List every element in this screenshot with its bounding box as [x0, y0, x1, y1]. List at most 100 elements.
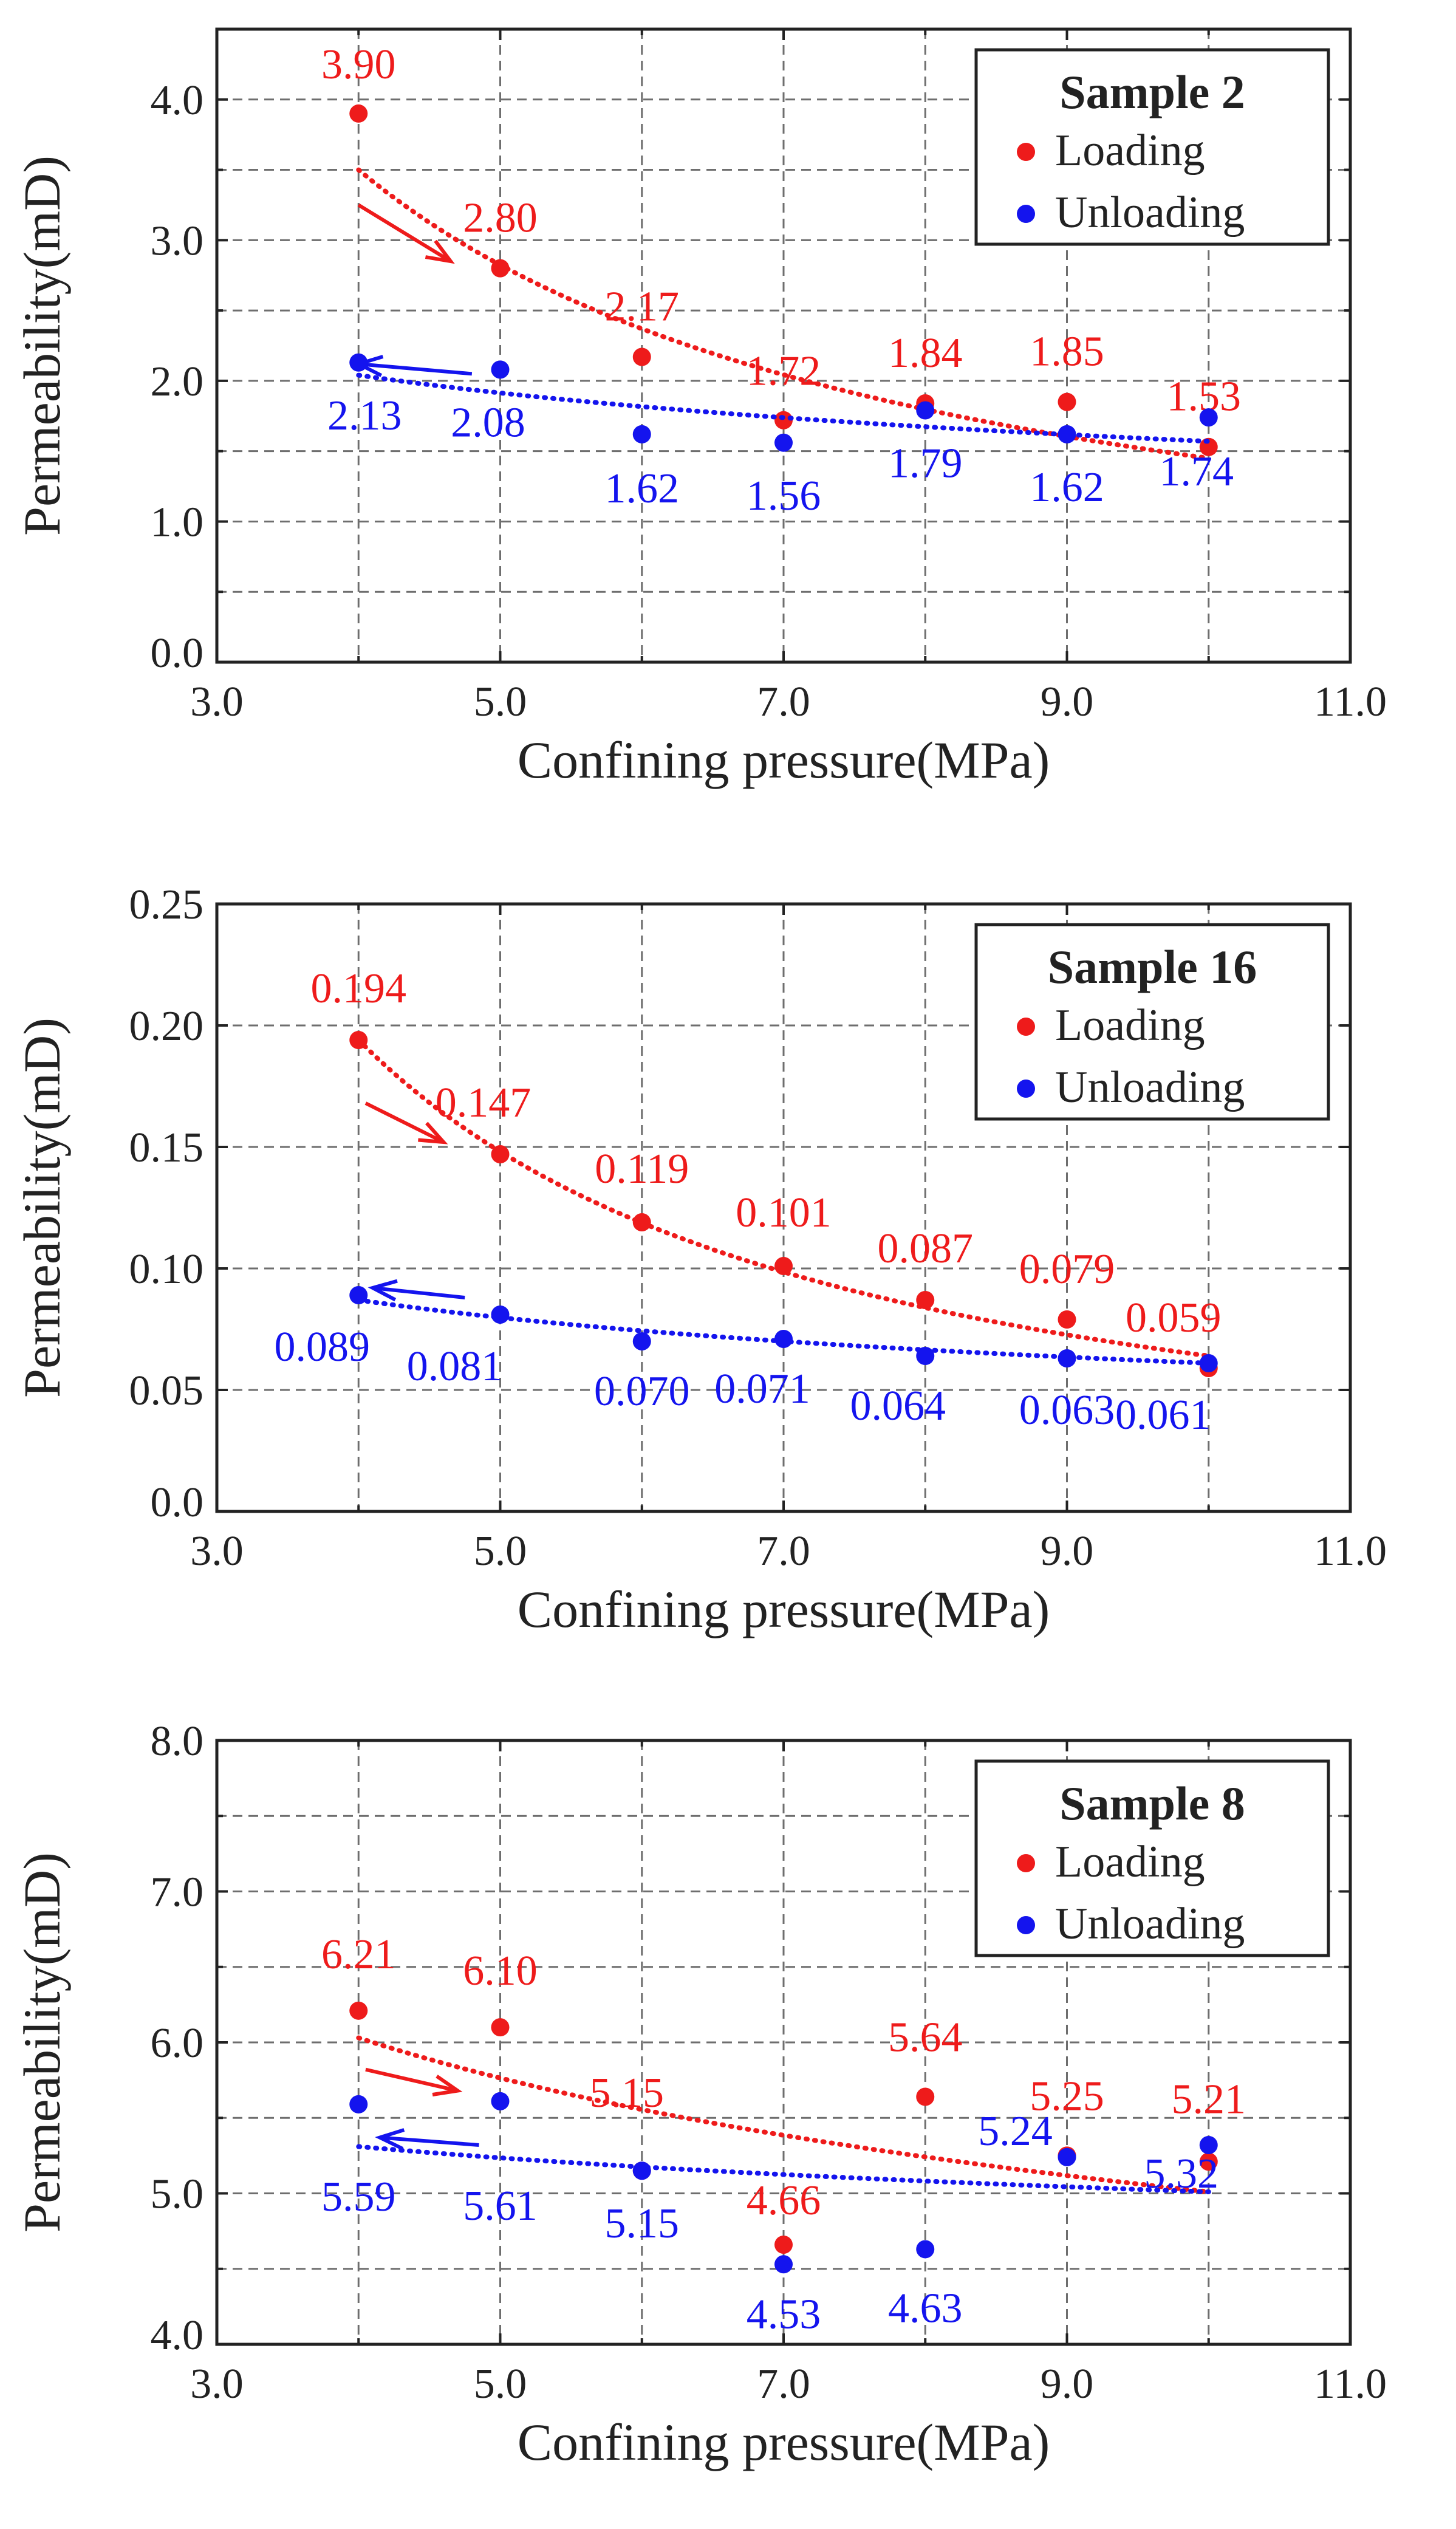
data-label-unloading: 2.08: [451, 399, 525, 446]
data-label-loading: 0.087: [878, 1225, 974, 1272]
data-point-loading: [632, 1213, 651, 1231]
data-label-unloading: 1.74: [1160, 448, 1234, 495]
trend-line-unloading: [356, 372, 1211, 444]
x-tick-label: 9.0: [1041, 2361, 1094, 2408]
y-tick-label: 7.0: [151, 1869, 204, 1916]
data-point-loading: [774, 411, 793, 429]
trend-line-unloading: [356, 2144, 1211, 2194]
data-label-loading: 0.147: [436, 1080, 531, 1126]
y-axis-title: Permeability(mD): [13, 1852, 71, 2233]
y-tick-label: 4.0: [151, 2312, 204, 2359]
y-tick-label: 8.0: [151, 1718, 204, 1765]
data-point-loading: [349, 2001, 368, 2020]
data-label-loading: 0.194: [311, 965, 407, 1012]
data-label-loading: 5.64: [888, 2014, 963, 2061]
data-point-unloading: [632, 2161, 651, 2180]
x-tick-label: 5.0: [474, 2361, 527, 2408]
data-label-loading: 5.25: [1030, 2073, 1104, 2120]
legend-label-unloading: Unloading: [1055, 1899, 1245, 1949]
legend-marker-loading: [1017, 1018, 1035, 1036]
y-tick-label: 0.0: [151, 630, 204, 677]
data-label-unloading: 0.081: [407, 1343, 503, 1390]
y-tick-label: 0.25: [129, 881, 204, 928]
x-tick-label: 7.0: [757, 1528, 810, 1575]
panel-sample-8: 3.0 5.0 7.0 9.0 11.0 4.0 5.0 6.0 7.0 8.0 Confining…: [13, 1718, 1387, 2471]
data-label-loading: 0.119: [595, 1146, 689, 1193]
data-point-loading: [916, 2087, 935, 2106]
data-point-unloading: [1058, 2147, 1076, 2166]
arrow-unloading: [358, 362, 473, 376]
data-point-unloading: [349, 1286, 368, 1304]
data-label-loading: 2.80: [463, 195, 538, 242]
data-label-unloading: 0.070: [594, 1368, 690, 1415]
data-label-unloading: 2.13: [327, 392, 402, 439]
legend-marker-unloading: [1017, 1080, 1035, 1098]
panel-sample-2: 3.0 5.0 7.0 9.0 11.0 0.0 1.0 2.0 3.0 4.0 Confining…: [13, 27, 1387, 789]
data-label-loading: 4.66: [747, 2177, 821, 2224]
data-point-loading: [491, 2018, 510, 2037]
legend-marker-unloading: [1017, 205, 1035, 223]
data-label-unloading: 4.53: [747, 2291, 821, 2338]
legend-label-loading: Loading: [1055, 1001, 1205, 1050]
legend-box: [974, 48, 1330, 246]
data-label-unloading: 1.79: [888, 440, 963, 487]
data-label-unloading: 0.089: [275, 1324, 371, 1371]
chart-title: Sample 8: [1059, 1777, 1245, 1830]
arrow-unloading: [380, 2135, 479, 2147]
legend-label-loading: Loading: [1055, 1837, 1205, 1887]
data-point-loading: [632, 347, 651, 366]
data-point-loading: [349, 104, 368, 123]
data-point-loading: [916, 1291, 935, 1309]
x-tick-label: 9.0: [1041, 1528, 1094, 1575]
data-point-unloading: [1199, 2135, 1218, 2154]
data-label-unloading: 0.063: [1019, 1387, 1115, 1434]
data-label-unloading: 1.62: [1030, 464, 1104, 511]
data-point-unloading: [774, 1330, 793, 1348]
data-label-unloading: 0.061: [1115, 1392, 1211, 1439]
y-tick-label: 5.0: [151, 2171, 204, 2218]
data-point-loading: [1058, 1310, 1076, 1329]
chart-title: Sample 16: [1048, 940, 1257, 993]
arrow-loading: [364, 1101, 445, 1144]
data-label-loading: 0.101: [736, 1189, 832, 1236]
y-tick-label: 0.10: [129, 1246, 204, 1293]
data-point-loading: [491, 1145, 510, 1163]
data-label-unloading: 4.63: [888, 2285, 963, 2332]
data-label-unloading: 0.064: [850, 1383, 946, 1429]
data-point-unloading: [632, 425, 651, 443]
data-point-loading: [1199, 2152, 1218, 2171]
arrow-unloading: [372, 1286, 465, 1299]
legend-label-unloading: Unloading: [1055, 188, 1245, 238]
y-tick-label: 0.0: [151, 1479, 204, 1526]
x-axis-title: Confining pressure(MPa): [518, 1580, 1050, 1638]
y-tick-label: 3.0: [151, 217, 204, 264]
y-tick-label: 0.15: [129, 1124, 204, 1171]
data-point-unloading: [1058, 425, 1076, 443]
legend-marker-loading: [1017, 143, 1035, 161]
legend-label-unloading: Unloading: [1055, 1063, 1245, 1112]
data-point-unloading: [349, 2095, 368, 2113]
data-point-unloading: [349, 353, 368, 372]
x-tick-label: 7.0: [757, 679, 810, 725]
data-point-unloading: [491, 360, 510, 379]
data-label-loading: 1.72: [747, 348, 821, 395]
data-label-unloading: 1.62: [605, 465, 680, 512]
data-label-unloading: 5.59: [321, 2174, 396, 2220]
x-tick-label: 3.0: [190, 2361, 244, 2408]
y-tick-label: 2.0: [151, 358, 204, 405]
data-point-loading: [774, 1257, 793, 1275]
data-label-loading: 6.21: [321, 1931, 396, 1978]
arrow-head-loading: [418, 1121, 448, 1145]
data-label-unloading: 1.56: [747, 473, 821, 519]
x-tick-label: 3.0: [190, 1528, 244, 1575]
y-tick-label: 1.0: [151, 499, 204, 546]
panel-sample-16: 3.0 5.0 7.0 9.0 11.0 0.0 0.05 0.10 0.15 0.20 0.25 C…: [13, 881, 1387, 1638]
x-axis-title: Confining pressure(MPa): [518, 731, 1050, 789]
data-label-unloading: 5.61: [463, 2183, 538, 2230]
data-point-loading: [491, 259, 510, 278]
data-point-unloading: [491, 1306, 510, 1324]
arrow-loading: [357, 203, 452, 263]
y-axis-title: Permeability(mD): [13, 156, 71, 536]
data-label-loading: 0.059: [1126, 1295, 1222, 1341]
